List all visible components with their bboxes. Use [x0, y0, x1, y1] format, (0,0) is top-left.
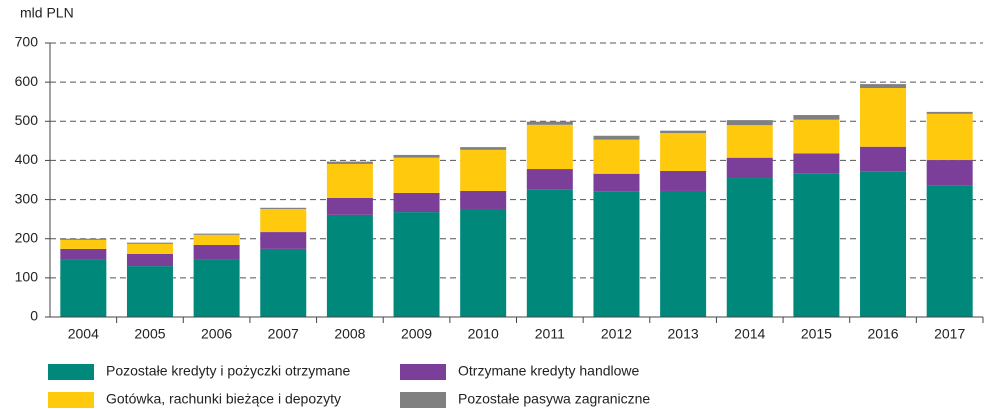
bar-segment: [260, 207, 307, 209]
bar-segment: [193, 259, 240, 317]
bar-segment: [660, 130, 707, 134]
x-tick-label: 2014: [734, 326, 765, 342]
bar-segment: [460, 147, 507, 150]
y-tick-label: 300: [15, 190, 39, 206]
bar-segment: [726, 157, 773, 179]
legend-label: Gotówka, rachunki bieżące i depozyty: [106, 391, 341, 407]
x-tick-label: 2008: [334, 326, 365, 342]
y-tick-label: 700: [15, 34, 39, 50]
bar-segment: [593, 173, 640, 192]
bar-segment: [326, 214, 373, 317]
bar-segment: [326, 198, 373, 215]
y-tick-label: 400: [15, 151, 39, 167]
bar-segment: [926, 113, 973, 161]
x-tick-label: 2012: [601, 326, 632, 342]
bar-segment: [126, 243, 173, 254]
bar-segment: [460, 208, 507, 317]
bar-segment: [193, 234, 240, 245]
legend-swatch: [48, 392, 94, 408]
bar-segment: [126, 242, 173, 244]
bar-segment: [660, 190, 707, 317]
legend-label: Pozostałe pasywa zagraniczne: [458, 391, 650, 407]
legend-swatch: [400, 392, 446, 408]
bar-segment: [793, 173, 840, 317]
bar-segment: [260, 232, 307, 249]
bar-segment: [660, 170, 707, 191]
y-tick-label: 200: [15, 229, 39, 245]
y-tick-label: 0: [30, 308, 38, 324]
bar-segment: [393, 154, 440, 158]
bar-segment: [193, 244, 240, 260]
bar-segment: [726, 125, 773, 158]
bar-segment: [126, 266, 173, 317]
bar-segment: [926, 185, 973, 317]
bar-segment: [926, 111, 973, 114]
bar-segment: [526, 189, 573, 317]
y-tick-label: 500: [15, 112, 39, 128]
y-tick-label: 100: [15, 269, 39, 285]
bar-segment: [793, 153, 840, 174]
legend-label: Pozostałe kredyty i pożyczki otrzymane: [106, 363, 351, 379]
bar-segment: [260, 208, 307, 233]
x-tick-label: 2017: [934, 326, 965, 342]
bar-segment: [793, 115, 840, 120]
x-tick-label: 2007: [268, 326, 299, 342]
x-tick-label: 2009: [401, 326, 432, 342]
y-tick-label: 600: [15, 73, 39, 89]
bar-segment: [460, 149, 507, 191]
bar-segment: [60, 239, 107, 249]
bar-segment: [726, 178, 773, 317]
bar-segment: [593, 191, 640, 317]
x-tick-label: 2016: [867, 326, 898, 342]
bar-segment: [793, 119, 840, 154]
bar-segment: [393, 192, 440, 213]
bar-segment: [326, 163, 373, 199]
bar-segment: [193, 233, 240, 235]
bar-segment: [60, 238, 107, 240]
bar-segment: [393, 157, 440, 193]
legend-label: Otrzymane kredyty handlowe: [458, 363, 640, 379]
bar-segment: [260, 248, 307, 317]
x-tick-label: 2011: [535, 326, 565, 342]
bar-segment: [593, 139, 640, 174]
bar-segment: [926, 160, 973, 186]
bar-segment: [593, 135, 640, 140]
bar-segment: [660, 133, 707, 171]
bar-segment: [393, 212, 440, 317]
x-tick-label: 2010: [468, 326, 499, 342]
x-tick-label: 2013: [668, 326, 699, 342]
bar-segment: [526, 124, 573, 170]
bar-segment: [60, 248, 107, 260]
bar-segment: [726, 120, 773, 126]
bar-segment: [860, 171, 907, 317]
bar-segment: [526, 121, 573, 125]
bar-segment: [860, 88, 907, 147]
legend-swatch: [400, 364, 446, 380]
x-tick-label: 2005: [134, 326, 165, 342]
x-tick-label: 2004: [68, 326, 99, 342]
bar-segment: [526, 169, 573, 190]
bar-segment: [126, 253, 173, 267]
bar-segment: [460, 190, 507, 209]
x-tick-label: 2015: [801, 326, 832, 342]
y-axis-label: mld PLN: [20, 5, 74, 21]
bar-segment: [60, 259, 107, 317]
bar-segment: [326, 161, 373, 164]
bar-segment: [860, 146, 907, 172]
bar-segment: [860, 84, 907, 89]
legend-swatch: [48, 364, 94, 380]
x-tick-label: 2006: [201, 326, 232, 342]
